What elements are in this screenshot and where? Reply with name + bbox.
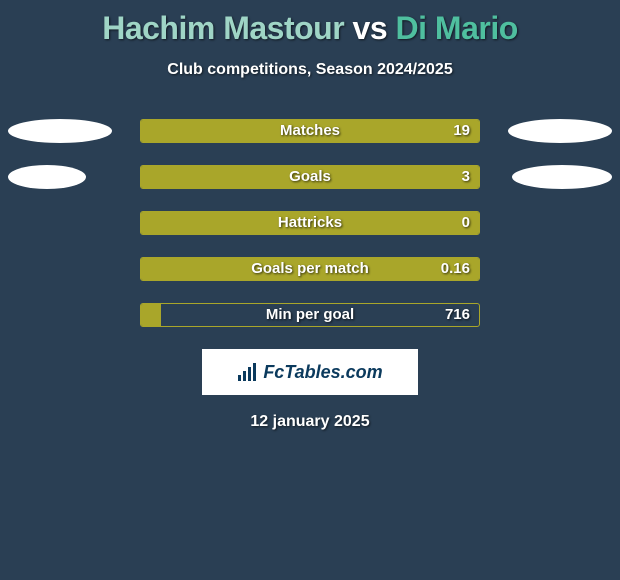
bar-track (140, 257, 480, 281)
logo: FcTables.com (237, 362, 382, 383)
vs-text: vs (344, 10, 395, 46)
bar-track (140, 211, 480, 235)
right-ellipse (508, 119, 612, 143)
stat-rows: Matches19 Goals3 Hattricks0 Goals per match… (0, 119, 620, 327)
bar-fill (141, 304, 161, 326)
stat-row: Goals3 (0, 165, 620, 189)
left-ellipse (8, 119, 112, 143)
chart-icon (237, 363, 259, 381)
left-ellipse (8, 165, 86, 189)
stat-row: Min per goal716 (0, 303, 620, 327)
player1-name: Hachim Mastour (102, 10, 344, 46)
bar-fill (141, 212, 479, 234)
bar-track (140, 119, 480, 143)
logo-text: FcTables.com (263, 362, 382, 383)
page-title: Hachim Mastour vs Di Mario (0, 0, 620, 47)
stat-row: Goals per match0.16 (0, 257, 620, 281)
bar-fill (141, 120, 479, 142)
subtitle: Club competitions, Season 2024/2025 (0, 61, 620, 79)
bar-track (140, 303, 480, 327)
stat-row: Matches19 (0, 119, 620, 143)
bar-fill (141, 166, 479, 188)
logo-box: FcTables.com (202, 349, 418, 395)
bar-track (140, 165, 480, 189)
bar-fill (141, 258, 479, 280)
right-ellipse (512, 165, 612, 189)
stat-row: Hattricks0 (0, 211, 620, 235)
player2-name: Di Mario (396, 10, 518, 46)
footer-date: 12 january 2025 (0, 413, 620, 431)
